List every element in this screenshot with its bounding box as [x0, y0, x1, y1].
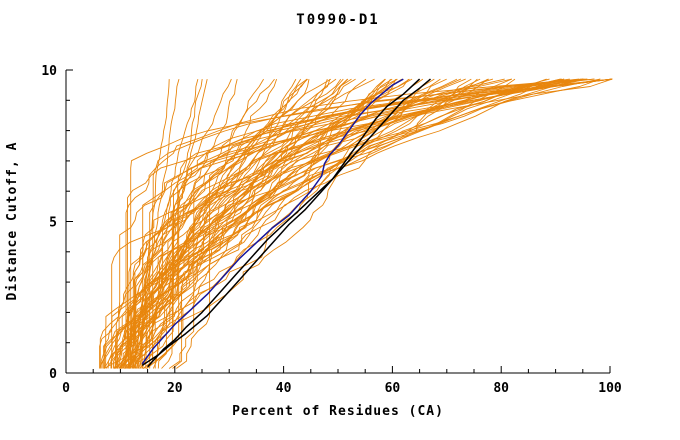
ensemble-model-curve — [104, 78, 458, 369]
y-tick-label: 10 — [41, 64, 57, 79]
ensemble-model-curve — [113, 78, 344, 369]
ensemble-model-curve — [139, 78, 550, 369]
ensemble-model-curve — [143, 78, 613, 369]
ensemble-model-curve — [100, 78, 375, 369]
x-tick-label: 60 — [385, 381, 401, 396]
ensemble-model-curve — [172, 78, 581, 369]
x-tick-label: 80 — [493, 381, 509, 396]
ensemble-model-curve — [141, 78, 588, 369]
ensemble-model-curve — [142, 78, 595, 369]
chart-title: T0990-D1 — [296, 12, 379, 28]
model-curve-blue — [141, 78, 404, 365]
ensemble-model-curve — [149, 78, 595, 369]
model-curve-black-1 — [147, 78, 421, 368]
y-axis-label: Distance Cutoff, A — [5, 142, 20, 301]
ensemble-model-curve — [119, 78, 587, 369]
ensemble-model-curve — [114, 78, 489, 369]
x-axis-label: Percent of Residues (CA) — [232, 404, 444, 419]
ensemble-model-curve — [127, 78, 386, 369]
ensemble-model-curve — [115, 78, 512, 369]
y-tick-label: 5 — [49, 216, 57, 231]
ensemble-model-curve — [130, 78, 586, 369]
ensemble-model-curve — [113, 78, 547, 369]
ensemble-model-curve — [130, 78, 584, 369]
axes: 0 20 40 60 80 100 0 5 10 — [41, 64, 622, 396]
y-tick-label: 0 — [49, 367, 57, 382]
ensemble-model-curve — [118, 78, 466, 369]
x-tick-label: 100 — [598, 381, 622, 396]
ensemble-model-curve — [154, 78, 505, 369]
x-tick-label: 40 — [276, 381, 292, 396]
x-tick-label: 0 — [62, 381, 70, 396]
model-curve-black-2 — [141, 78, 431, 367]
highlighted-model-curves — [141, 78, 431, 368]
ensemble-model-curves — [99, 78, 613, 369]
ensemble-model-curve — [125, 78, 583, 369]
ensemble-model-curve — [130, 78, 565, 369]
x-tick-label: 20 — [167, 381, 183, 396]
ensemble-model-curve — [157, 78, 613, 369]
ensemble-model-curve — [125, 78, 613, 369]
